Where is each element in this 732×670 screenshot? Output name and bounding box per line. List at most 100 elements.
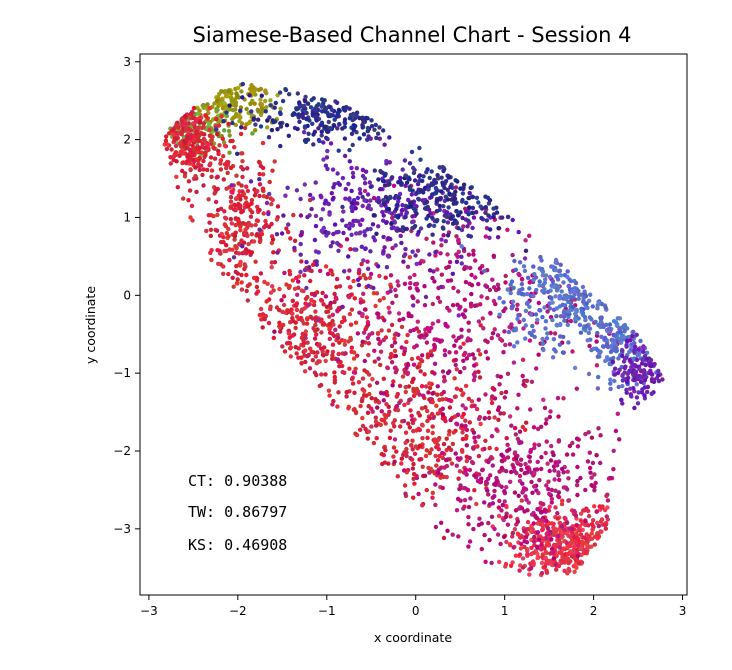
scatter-point [617,367,622,372]
scatter-point [335,308,340,313]
scatter-point [452,343,457,348]
scatter-point [638,379,644,385]
scatter-point [424,487,429,493]
scatter-point [396,283,401,288]
scatter-point [342,124,347,130]
scatter-point [287,92,292,97]
scatter-point [589,483,594,488]
scatter-point [189,203,195,209]
scatter-point [489,514,495,519]
scatter-point [584,532,589,537]
scatter-point [582,289,587,294]
scatter-point [194,189,199,195]
scatter-point [409,314,414,319]
scatter-point [472,473,477,478]
scatter-point [492,387,497,392]
scatter-point [191,137,197,143]
scatter-point [506,214,511,220]
scatter-point [355,201,360,206]
scatter-point [195,105,200,111]
scatter-point [215,107,220,113]
scatter-point [201,125,206,130]
scatter-point [413,209,418,214]
scatter-point [581,295,586,301]
scatter-point [327,314,332,319]
scatter-point [562,303,568,308]
scatter-point [388,273,394,278]
scatter-point [522,529,527,534]
scatter-point [177,153,182,158]
scatter-point [476,397,481,402]
scatter-point [206,197,211,202]
scatter-point [651,377,657,382]
scatter-point [227,106,232,112]
scatter-point [480,467,485,473]
scatter-point [411,295,416,301]
scatter-point [487,415,492,421]
scatter-point [574,308,579,313]
scatter-point [432,361,438,366]
scatter-point [435,470,441,475]
scatter-point [430,321,435,326]
scatter-point [416,491,421,497]
scatter-point [381,337,386,343]
scatter-point [202,138,207,143]
scatter-point [355,195,361,201]
scatter-point [265,281,270,286]
scatter-point [162,142,167,147]
scatter-point [444,463,450,469]
scatter-point [471,372,477,377]
scatter-point [571,304,576,310]
scatter-point [447,308,452,313]
scatter-point [175,185,180,190]
scatter-point [392,437,398,442]
scatter-point [519,281,525,287]
scatter-point [510,303,516,309]
scatter-point [412,223,418,229]
scatter-point [472,403,477,408]
scatter-point [544,550,549,556]
scatter-point [388,355,393,360]
scatter-point [375,311,380,316]
scatter-point [540,273,545,278]
scatter-point [247,93,252,98]
scatter-point [163,138,169,143]
scatter-point [461,224,466,229]
scatter-point [476,348,481,353]
scatter-point [399,208,405,213]
scatter-point [219,89,225,94]
scatter-point [547,468,552,474]
scatter-point [310,121,315,127]
scatter-point [373,415,378,420]
scatter-point [440,182,446,187]
scatter-point [360,376,366,381]
scatter-point [239,164,244,170]
scatter-point [393,370,398,375]
scatter-point [504,503,509,509]
scatter-point [249,109,254,114]
scatter-point [583,431,588,437]
scatter-point [540,527,545,533]
scatter-point [268,98,273,103]
scatter-point [454,221,459,226]
scatter-point [402,483,408,488]
scatter-point [343,186,348,192]
scatter-point [555,273,560,279]
scatter-point [221,271,226,276]
scatter-point [553,505,558,510]
scatter-point [402,346,408,351]
scatter-point [583,518,588,524]
scatter-point [349,131,355,136]
scatter-point [259,317,264,322]
scatter-point [421,174,426,179]
scatter-point [479,215,484,221]
scatter-point [446,445,452,450]
scatter-point [407,397,412,403]
scatter-point [471,430,477,435]
scatter-point [634,332,639,337]
scatter-point [488,473,493,478]
scatter-point [518,546,524,551]
scatter-point [278,329,283,334]
scatter-point [321,140,326,145]
scatter-point [362,307,368,312]
